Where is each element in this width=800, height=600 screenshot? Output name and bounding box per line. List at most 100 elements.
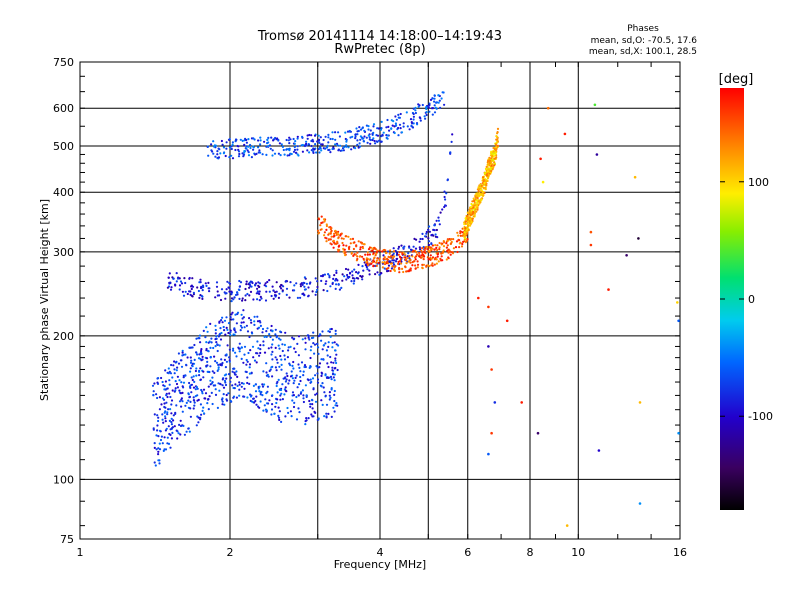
echo-point <box>316 140 319 143</box>
echo-point <box>251 281 254 285</box>
echo-point <box>311 403 314 406</box>
echo-point <box>202 406 205 409</box>
echo-point <box>425 265 428 268</box>
echo-point <box>223 403 226 406</box>
echo-point <box>320 358 323 361</box>
echo-point <box>175 280 178 283</box>
echo-point <box>285 378 288 381</box>
echo-point <box>450 251 453 254</box>
echo-point <box>168 392 171 395</box>
echo-point <box>420 249 423 252</box>
echo-point <box>155 434 158 437</box>
echo-point <box>565 524 569 527</box>
echo-point <box>414 109 417 112</box>
echo-point <box>335 402 338 405</box>
echo-point <box>494 151 497 154</box>
echo-point <box>216 369 219 372</box>
echo-point <box>412 107 415 110</box>
echo-point <box>222 325 225 329</box>
echo-point <box>163 411 166 414</box>
echo-point <box>404 256 407 259</box>
echo-point <box>199 403 202 406</box>
echo-point <box>310 139 313 143</box>
echo-point <box>177 362 181 365</box>
echo-point <box>289 138 292 141</box>
echo-point <box>202 388 206 391</box>
echo-point <box>352 247 355 251</box>
echo-point <box>168 432 171 436</box>
echo-point <box>316 372 319 375</box>
echo-point <box>367 134 370 137</box>
echo-point <box>192 291 195 294</box>
x-tick-label: 8 <box>527 546 534 559</box>
echo-point <box>325 349 328 352</box>
echo-point <box>202 376 205 379</box>
echo-point <box>418 116 421 119</box>
echo-point <box>348 245 351 248</box>
echo-point <box>361 265 364 268</box>
echo-point <box>390 262 393 265</box>
echo-point <box>313 134 317 137</box>
echo-point <box>206 330 209 333</box>
echo-point <box>245 358 248 362</box>
echo-point <box>327 341 330 344</box>
echo-point <box>412 118 415 121</box>
echo-point <box>336 242 339 245</box>
echo-point <box>189 400 192 403</box>
echo-point <box>319 224 322 227</box>
echo-point <box>383 256 386 259</box>
echo-point <box>344 131 347 134</box>
echo-point <box>274 333 277 336</box>
echo-point <box>218 148 221 151</box>
echo-point <box>317 138 321 141</box>
echo-point <box>361 255 364 258</box>
echo-point <box>213 355 216 358</box>
echo-point <box>157 377 160 380</box>
echo-point <box>445 192 448 195</box>
echo-point <box>277 378 280 381</box>
echo-point <box>198 296 201 299</box>
echo-point <box>231 384 234 387</box>
echo-point <box>210 143 213 146</box>
echo-point <box>152 393 155 397</box>
echo-point <box>196 415 199 418</box>
echo-point <box>233 296 236 299</box>
echo-point <box>365 257 368 260</box>
echo-point <box>316 229 320 232</box>
echo-point <box>235 355 238 358</box>
echo-point <box>335 283 338 286</box>
echo-point <box>186 356 189 359</box>
echo-point <box>309 349 312 352</box>
echo-point <box>422 258 425 261</box>
echo-point <box>206 360 209 363</box>
echo-point <box>374 273 377 276</box>
echo-point <box>157 419 160 423</box>
echo-point <box>381 250 384 253</box>
echo-point <box>470 202 473 206</box>
echo-point <box>237 155 241 158</box>
echo-point <box>252 397 255 400</box>
echo-point <box>274 346 277 349</box>
echo-point <box>323 391 326 394</box>
echo-point <box>334 349 337 352</box>
echo-point <box>277 152 280 155</box>
echo-point <box>320 399 323 402</box>
echo-point <box>427 228 430 231</box>
echo-point <box>520 401 523 404</box>
echo-point <box>166 286 169 289</box>
echo-point <box>304 420 307 423</box>
echo-point <box>224 292 227 295</box>
echo-point <box>224 154 227 158</box>
echo-point <box>301 143 304 147</box>
echo-point <box>463 221 466 224</box>
echo-point <box>180 365 184 368</box>
echo-point <box>230 318 233 321</box>
echo-point <box>232 347 235 350</box>
echo-point <box>404 266 407 269</box>
echo-point <box>247 154 251 157</box>
echo-point <box>472 210 475 213</box>
echo-point <box>195 424 198 427</box>
echo-point <box>238 342 241 345</box>
echo-point <box>230 145 233 148</box>
echo-point <box>228 146 232 149</box>
